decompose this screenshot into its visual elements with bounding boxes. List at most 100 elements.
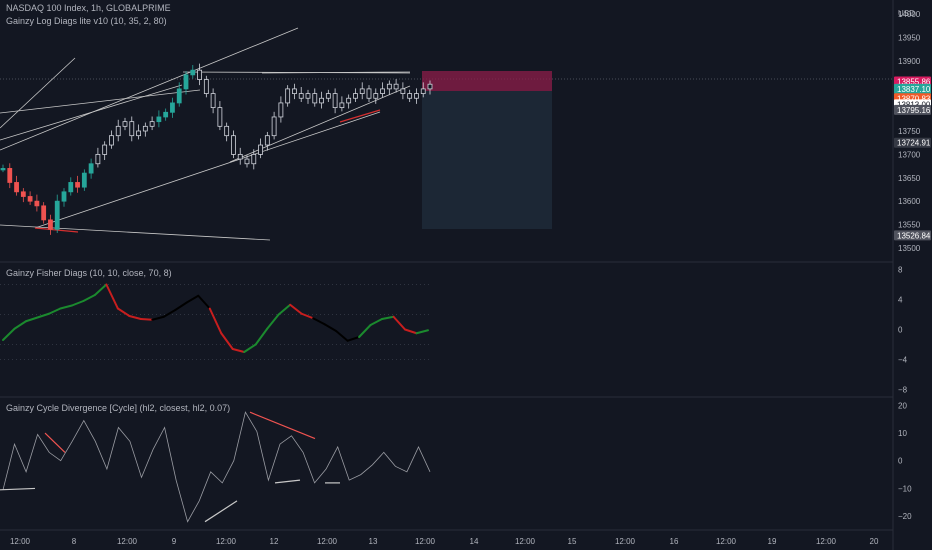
- candle[interactable]: [156, 110, 162, 128]
- price-tag[interactable]: 13526.84: [894, 230, 931, 241]
- candle[interactable]: [319, 91, 324, 109]
- candle[interactable]: [136, 124, 141, 140]
- trend-line[interactable]: [0, 224, 271, 241]
- candle[interactable]: [237, 147, 243, 165]
- candle[interactable]: [75, 175, 80, 193]
- candle[interactable]: [41, 202, 47, 224]
- candle[interactable]: [48, 214, 53, 235]
- candle[interactable]: [27, 191, 33, 205]
- candle[interactable]: [264, 131, 270, 151]
- candle[interactable]: [102, 141, 108, 161]
- fisher-segment[interactable]: [358, 324, 372, 338]
- fisher-segment[interactable]: [266, 313, 280, 330]
- candle[interactable]: [34, 194, 40, 212]
- candle[interactable]: [176, 82, 182, 107]
- fisher-segment[interactable]: [82, 294, 96, 302]
- fisher-segment[interactable]: [404, 328, 418, 335]
- trend-line[interactable]: [0, 89, 201, 114]
- candle[interactable]: [400, 82, 406, 100]
- candle[interactable]: [115, 119, 121, 142]
- candle[interactable]: [197, 63, 202, 86]
- candle[interactable]: [203, 75, 209, 98]
- candle[interactable]: [183, 71, 189, 95]
- fisher-panel[interactable]: [0, 283, 430, 360]
- fisher-segment[interactable]: [185, 294, 200, 304]
- stop-loss-zone[interactable]: [422, 71, 552, 91]
- candle[interactable]: [210, 88, 216, 114]
- fisher-segment[interactable]: [139, 318, 154, 321]
- trend-line[interactable]: [339, 109, 381, 123]
- candle[interactable]: [373, 88, 379, 104]
- candle[interactable]: [129, 116, 135, 142]
- time-axis[interactable]: 12:00 8 12:00 9 12:00 12 12:00 13 12:00 14 12:00 15…: [10, 537, 879, 546]
- candle[interactable]: [217, 101, 223, 131]
- candle[interactable]: [325, 89, 331, 102]
- candle[interactable]: [380, 82, 385, 98]
- candle[interactable]: [427, 80, 433, 95]
- candle[interactable]: [298, 87, 304, 102]
- price-tag[interactable]: 13724.91: [894, 137, 931, 148]
- candle[interactable]: [305, 89, 311, 104]
- candle[interactable]: [14, 175, 19, 196]
- fisher-segment[interactable]: [335, 330, 349, 342]
- candle[interactable]: [285, 85, 291, 107]
- fisher-segment[interactable]: [105, 283, 119, 310]
- fisher-segment[interactable]: [381, 315, 395, 320]
- fisher-segment[interactable]: [70, 300, 85, 307]
- fisher-segment[interactable]: [254, 327, 269, 346]
- candle[interactable]: [81, 169, 87, 191]
- fisher-segment[interactable]: [243, 343, 257, 353]
- candle[interactable]: [271, 111, 277, 140]
- fisher-segment[interactable]: [277, 303, 292, 316]
- fisher-segment[interactable]: [24, 316, 39, 323]
- fisher-segment[interactable]: [47, 307, 62, 315]
- price-panel[interactable]: [0, 0, 894, 550]
- candle[interactable]: [312, 88, 318, 107]
- target-zone[interactable]: [422, 91, 552, 229]
- fisher-segment[interactable]: [369, 318, 384, 326]
- candle[interactable]: [407, 89, 413, 102]
- trend-line[interactable]: [34, 227, 79, 233]
- candle[interactable]: [109, 130, 114, 149]
- fisher-segment[interactable]: [151, 315, 165, 321]
- candle[interactable]: [142, 122, 148, 137]
- candle[interactable]: [414, 88, 419, 104]
- candle[interactable]: [231, 130, 236, 159]
- fisher-segment[interactable]: [128, 315, 142, 320]
- divergence-line[interactable]: [44, 432, 66, 453]
- divergence-line[interactable]: [249, 411, 316, 440]
- fisher-segment[interactable]: [289, 303, 303, 315]
- price-axis[interactable]: 1350013550136001365013700137501380013850…: [894, 10, 931, 521]
- candle[interactable]: [0, 164, 6, 173]
- fisher-segment[interactable]: [392, 315, 407, 331]
- candle[interactable]: [170, 97, 175, 118]
- candle[interactable]: [54, 194, 60, 233]
- candle[interactable]: [393, 79, 399, 93]
- candle[interactable]: [224, 122, 230, 142]
- candle[interactable]: [68, 177, 74, 196]
- candle[interactable]: [353, 88, 358, 102]
- fisher-segment[interactable]: [59, 304, 73, 310]
- candle[interactable]: [258, 138, 263, 159]
- trend-line[interactable]: [0, 57, 76, 129]
- fisher-segment[interactable]: [231, 348, 246, 353]
- price-tag[interactable]: 13795.16: [894, 104, 931, 115]
- candle[interactable]: [366, 85, 372, 102]
- fisher-segment[interactable]: [13, 320, 27, 330]
- candle[interactable]: [244, 155, 250, 168]
- fisher-segment[interactable]: [312, 317, 326, 326]
- candle[interactable]: [149, 116, 155, 131]
- candle[interactable]: [346, 94, 352, 109]
- price-tag[interactable]: 13837.10: [894, 83, 931, 94]
- fisher-segment[interactable]: [162, 309, 177, 318]
- fisher-segment[interactable]: [323, 323, 338, 332]
- candle[interactable]: [7, 163, 13, 189]
- fisher-segment[interactable]: [36, 312, 50, 319]
- candle[interactable]: [190, 65, 196, 79]
- candle[interactable]: [95, 147, 101, 168]
- candle[interactable]: [61, 188, 67, 207]
- fisher-segment[interactable]: [174, 301, 188, 311]
- divergence-line[interactable]: [0, 487, 36, 491]
- candle[interactable]: [20, 188, 26, 203]
- divergence-line[interactable]: [274, 479, 301, 484]
